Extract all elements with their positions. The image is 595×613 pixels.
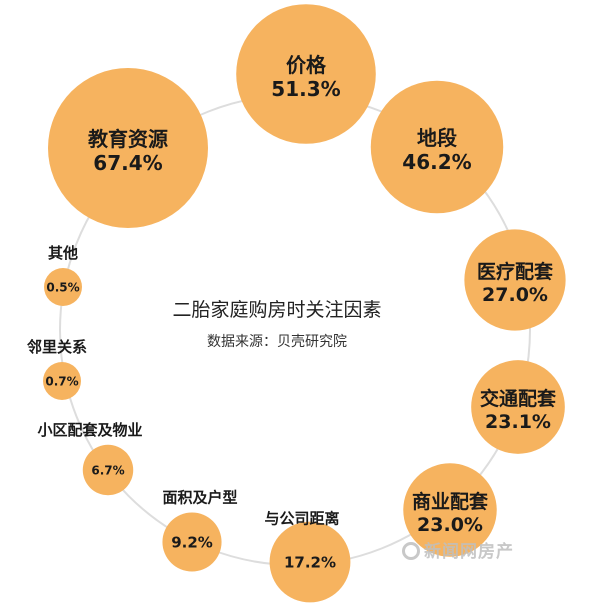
watermark-logo-icon (402, 542, 420, 560)
bubble-3 (464, 229, 566, 331)
bubble-11 (48, 68, 208, 228)
watermark: 新闻网房产 (402, 537, 514, 562)
bubble-6 (269, 521, 351, 603)
value-label-7: 9.2% (171, 533, 213, 551)
category-label-2: 地段 (417, 126, 457, 150)
category-label-3: 医疗配套 (477, 260, 554, 283)
bubble-5 (403, 463, 497, 557)
value-label-3: 27.0% (482, 284, 548, 306)
value-label-4: 23.1% (485, 411, 551, 433)
value-label-11: 67.4% (93, 151, 162, 175)
value-label-2: 46.2% (402, 150, 471, 174)
chart-source: 数据来源：贝壳研究院 (207, 333, 347, 350)
category-label-11: 教育资源 (88, 127, 168, 151)
bubble-1 (236, 4, 376, 144)
value-label-5: 23.0% (417, 514, 483, 536)
category-label-9: 邻里关系 (26, 338, 87, 356)
value-label-10: 0.5% (46, 280, 79, 294)
category-label-7: 面积及户型 (162, 488, 237, 506)
category-label-1: 价格 (286, 53, 327, 77)
category-label-6: 与公司距离 (264, 510, 339, 528)
category-label-8: 小区配套及物业 (37, 421, 142, 439)
value-label-6: 17.2% (284, 553, 336, 571)
category-label-4: 交通配套 (480, 387, 557, 410)
bubble-2 (370, 80, 504, 214)
watermark-text: 新闻网房产 (424, 542, 514, 562)
category-label-10: 其他 (48, 244, 78, 262)
value-label-1: 51.3% (271, 77, 340, 101)
bubble-10 (44, 268, 82, 306)
value-label-9: 0.7% (45, 374, 78, 388)
bubble-9 (43, 362, 81, 400)
category-label-5: 商业配套 (412, 490, 489, 513)
bubble-7 (162, 512, 222, 572)
bubble-8 (82, 444, 134, 496)
value-label-8: 6.7% (91, 463, 124, 477)
chart-title: 二胎家庭购房时关注因素 (172, 299, 381, 321)
bubble-4 (471, 360, 565, 454)
